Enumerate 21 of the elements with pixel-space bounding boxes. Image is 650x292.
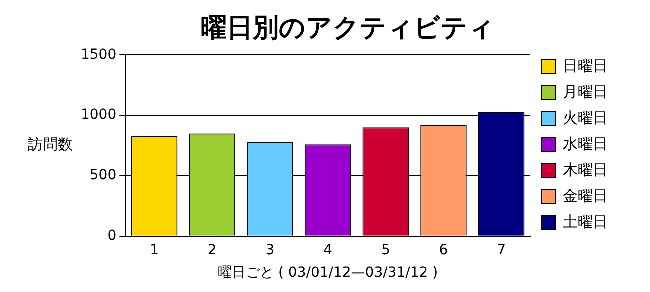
x-tick-label: 7: [497, 242, 506, 258]
legend-label: 木曜日: [563, 160, 608, 179]
x-tick-label: 4: [324, 242, 333, 258]
y-tick-label: 1000: [80, 107, 117, 124]
y-axis-title: 訪問数: [28, 136, 73, 154]
legend-label: 月曜日: [563, 82, 608, 101]
legend-label: 日曜日: [563, 56, 608, 75]
y-tick-label: 500: [90, 168, 117, 184]
x-tick-label: 3: [266, 242, 275, 258]
x-tick-label: 1: [150, 242, 160, 258]
x-axis-title: 曜日ごと ( 03/01/12—03/31/12 ): [218, 265, 438, 282]
legend-label: 水曜日: [563, 134, 608, 153]
y-tick-label: 1500: [80, 46, 117, 63]
legend-label: 金曜日: [563, 186, 608, 205]
x-tick-label: 5: [381, 242, 390, 258]
x-tick-label: 2: [208, 242, 217, 258]
legend-label: 火曜日: [563, 108, 608, 127]
y-tick-label: 0: [108, 228, 117, 244]
chart-title: 曜日別のアクティビティ: [201, 13, 495, 44]
legend-label: 土曜日: [563, 212, 608, 231]
x-tick-label: 6: [439, 242, 448, 258]
